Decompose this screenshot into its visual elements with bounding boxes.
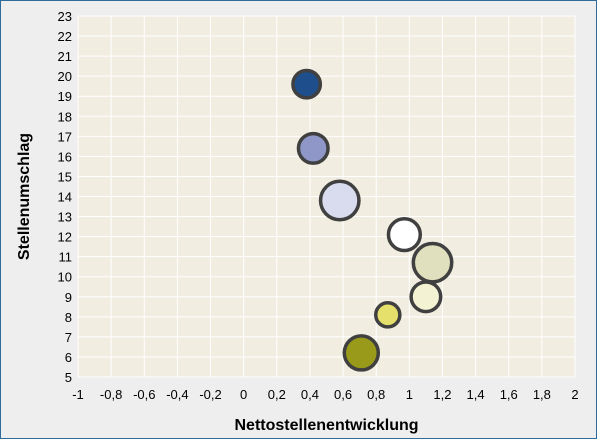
y-tick-label: 20: [58, 69, 72, 84]
bubble-point: [373, 301, 402, 329]
x-tick-label: 1,2: [433, 387, 451, 402]
y-axis-title: Stellenumschlag: [16, 133, 33, 260]
y-tick-labels: 5 6 7 8 9 10 11 12 13 14 15 16 17 18 19 20 21 22 23: [58, 9, 72, 385]
x-tick-label: -0,8: [100, 387, 122, 402]
x-tick-label: 1,6: [500, 387, 518, 402]
data-points: [291, 68, 454, 372]
x-tick-label: -0,2: [199, 387, 221, 402]
bubble-point: [296, 131, 330, 165]
y-tick-label: 17: [58, 129, 72, 144]
x-tick-label: -0,6: [133, 387, 155, 402]
x-tick-label: 0,4: [301, 387, 319, 402]
x-tick-label: 1: [406, 387, 413, 402]
bubble-point: [409, 280, 443, 314]
y-tick-label: 7: [65, 330, 72, 345]
y-tick-label: 11: [59, 250, 73, 265]
y-tick-label: 23: [58, 9, 72, 24]
y-tick-label: 5: [65, 370, 72, 385]
y-tick-label: 15: [58, 169, 72, 184]
bubble-point: [411, 241, 454, 284]
y-tick-label: 10: [58, 270, 72, 285]
y-tick-label: 18: [58, 109, 72, 124]
x-tick-label: 0,2: [268, 387, 286, 402]
x-axis-title: Nettostellenentwicklung: [234, 417, 418, 434]
y-tick-label: 19: [58, 89, 72, 104]
x-tick-label: -0,4: [166, 387, 188, 402]
x-tick-label: 0: [240, 387, 247, 402]
y-tick-label: 12: [58, 230, 72, 245]
y-tick-label: 13: [58, 210, 72, 225]
x-tick-label: -1: [72, 387, 84, 402]
y-tick-label: 21: [58, 49, 72, 64]
x-tick-label: 2: [571, 387, 578, 402]
grid-lines: [77, 15, 576, 378]
bubble-point: [342, 334, 381, 372]
y-tick-label: 16: [58, 149, 72, 164]
bubble-point: [318, 179, 361, 222]
bubble-point: [291, 68, 323, 100]
x-tick-labels: -1 -0,8 -0,6 -0,4 -0,2 0 0,2 0,4 0,6 0,8 1 1,2 1,4 1,…: [72, 387, 578, 402]
bubble-point: [386, 216, 423, 253]
x-tick-label: 1,8: [533, 387, 551, 402]
y-tick-label: 9: [65, 290, 72, 305]
x-tick-label: 0,6: [334, 387, 352, 402]
y-tick-label: 6: [65, 350, 72, 365]
x-tick-label: 1,4: [467, 387, 485, 402]
y-tick-label: 14: [58, 190, 72, 205]
y-tick-label: 22: [58, 29, 72, 44]
x-tick-label: 0,8: [367, 387, 385, 402]
y-tick-label: 8: [65, 310, 72, 325]
